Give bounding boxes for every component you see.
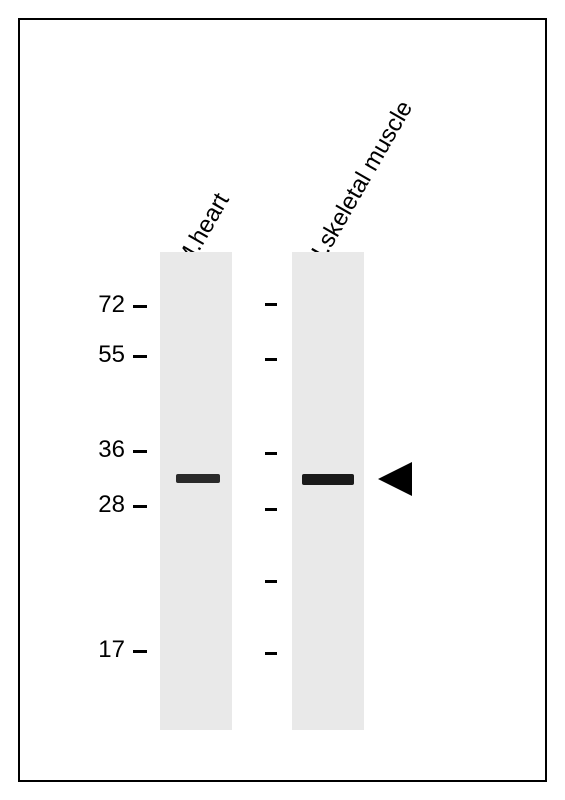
lane-2 [292, 252, 364, 730]
lane-label-2: H.skeletal muscle [301, 96, 419, 273]
marker-tick-72 [133, 305, 147, 308]
figure-frame: M.heart H.skeletal muscle 72 55 36 28 17 [18, 18, 547, 782]
marker-72: 72 [85, 291, 125, 319]
lane-1 [160, 252, 232, 730]
marker-17: 17 [85, 636, 125, 664]
marker-tick-28 [133, 505, 147, 508]
mid-tick-2 [265, 452, 277, 455]
mid-tick-4 [265, 580, 277, 583]
marker-tick-36 [133, 450, 147, 453]
mid-tick-3 [265, 508, 277, 511]
mid-tick-1 [265, 358, 277, 361]
mid-tick-0 [265, 303, 277, 306]
mid-tick-5 [265, 652, 277, 655]
band-lane-2 [302, 474, 354, 485]
marker-tick-55 [133, 355, 147, 358]
marker-36: 36 [85, 436, 125, 464]
marker-28: 28 [85, 491, 125, 519]
marker-55: 55 [85, 341, 125, 369]
band-lane-1 [176, 474, 220, 483]
indicator-arrow-icon [378, 462, 412, 496]
marker-tick-17 [133, 650, 147, 653]
